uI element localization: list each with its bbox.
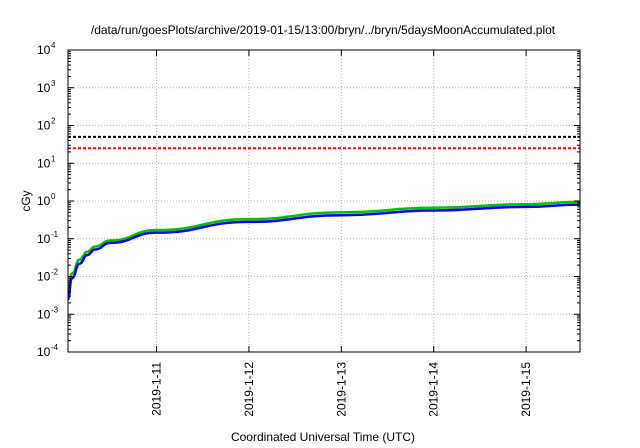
y-axis-label: cGy (19, 190, 33, 211)
y-tick-exponent: 3 (51, 79, 56, 88)
y-tick-base: 10 (37, 119, 51, 133)
series-lines (66, 200, 581, 301)
y-tick-exponent: -3 (51, 305, 59, 314)
y-tick-label: 10 -3 (37, 305, 59, 321)
y-tick-exponent: -1 (51, 230, 59, 239)
axis-ticks (68, 49, 580, 353)
y-tick-label: 10 0 (37, 192, 56, 208)
y-tick-base: 10 (37, 232, 51, 246)
y-tick-label: 10 2 (37, 117, 56, 133)
y-tick-base: 10 (37, 43, 51, 57)
series-line (66, 200, 581, 295)
x-tick-label: 2019-1-14 (427, 362, 441, 417)
y-tick-exponent: 4 (51, 41, 56, 50)
y-tick-label: 10 3 (37, 79, 56, 95)
y-tick-base: 10 (37, 156, 51, 170)
y-tick-base: 10 (37, 270, 51, 284)
x-tick-label: 2019-1-13 (334, 362, 348, 417)
y-tick-exponent: 1 (51, 154, 56, 163)
y-tick-label: 10 -4 (37, 343, 59, 359)
y-tick-exponent: -4 (51, 343, 59, 352)
grid (68, 50, 580, 352)
y-tick-exponent: 0 (51, 192, 56, 201)
x-tick-label: 2019-1-11 (150, 362, 164, 416)
x-tick-labels: 2019-1-11 2019-1-12 2019-1-13 2019-1-14 2019… (150, 362, 534, 417)
x-tick-label: 2019-1-15 (519, 362, 533, 417)
y-tick-label: 10 1 (37, 154, 56, 170)
series-line (66, 203, 581, 301)
y-tick-label: 10 -2 (37, 268, 59, 284)
y-tick-label: 10 -1 (37, 230, 59, 246)
y-tick-exponent: 2 (51, 117, 56, 126)
y-tick-base: 10 (37, 307, 51, 321)
y-tick-base: 10 (37, 194, 51, 208)
y-tick-base: 10 (37, 345, 51, 359)
y-tick-base: 10 (37, 81, 51, 95)
reference-lines (68, 135, 580, 150)
y-tick-label: 10 4 (37, 41, 56, 57)
x-axis-label: Coordinated Universal Time (UTC) (231, 430, 415, 444)
y-tick-exponent: -2 (51, 268, 59, 277)
x-tick-label: 2019-1-12 (242, 362, 256, 417)
chart-title: /data/run/goesPlots/archive/2019-01-15/1… (91, 23, 556, 37)
